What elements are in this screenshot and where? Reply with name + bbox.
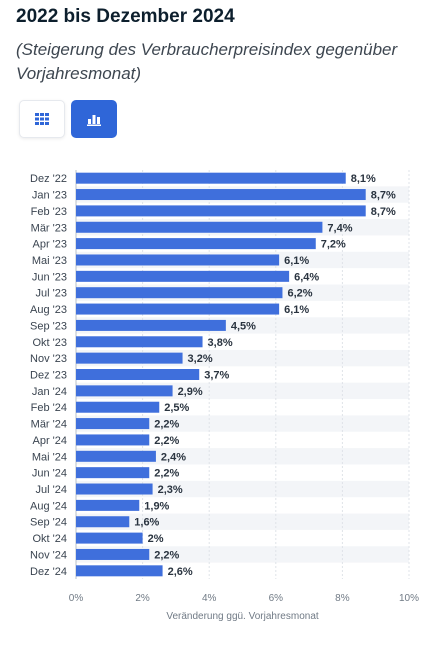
data-label: 6,1% [284,255,309,267]
category-label: Dez '22 [30,173,67,185]
data-label: 8,7% [371,190,396,202]
category-label: Feb '23 [31,206,67,218]
data-label: 1,9% [144,500,169,512]
bar [76,418,150,430]
data-label: 7,2% [321,239,346,251]
bar [76,254,280,266]
row-stripe [76,546,409,563]
data-label: 4,5% [231,320,256,332]
category-label: Sep '23 [30,320,67,332]
bar [76,565,163,577]
data-label: 6,4% [294,271,319,283]
bar-chart: Dez '22 8,1% Jan '23 8,7% Feb '23 8,7% Mär '23… [30,170,419,622]
bar [76,516,130,528]
data-label: 8,7% [371,206,396,218]
grid-icon [35,113,49,125]
category-label: Jul '23 [36,288,67,300]
bar [76,548,150,560]
bar [76,352,183,364]
data-label: 1,6% [134,517,159,529]
chart-title: 2022 bis Dezember 2024 [16,6,235,27]
x-axis-title: Veränderung ggü. Vorjahresmonat [166,611,319,622]
bar [76,221,323,233]
category-label: Jan '23 [32,190,67,202]
category-label: Mai '24 [32,451,67,463]
category-label: Okt '24 [32,533,67,545]
data-label: 6,2% [287,288,312,300]
row-stripe [76,480,409,498]
row-stripe [76,513,409,530]
category-label: Mär '24 [31,419,67,431]
category-label: Apr '24 [32,435,67,447]
category-label: Dez '24 [30,566,67,578]
data-label: 7,4% [327,222,352,234]
category-label: Apr '23 [32,239,67,251]
data-label: 6,1% [284,304,309,316]
data-label: 2,2% [154,468,179,480]
row-stripe [76,448,409,465]
data-label: 2,6% [168,566,193,578]
data-label: 2,4% [161,451,186,463]
table-view-button[interactable] [19,100,65,138]
chart-view-button[interactable] [71,100,117,138]
x-tick-label: 8% [335,593,350,604]
bar-chart-icon [87,114,101,126]
category-label: Nov '23 [30,353,67,365]
bar [76,270,290,282]
x-tick-label: 6% [269,593,284,604]
category-label: Aug '23 [30,304,67,316]
data-label: 3,2% [188,353,213,365]
bar [76,303,280,315]
bar [76,532,143,544]
bar [76,319,226,331]
bar [76,450,156,462]
data-label: 2,2% [154,549,179,561]
category-label: Sep '24 [30,517,67,529]
data-label: 8,1% [351,173,376,185]
bar [76,499,140,511]
category-label: Aug '24 [30,500,67,512]
x-tick-label: 2% [135,593,150,604]
category-label: Okt '23 [32,337,67,349]
category-label: Jul '24 [36,484,67,496]
bar [76,205,366,217]
bar [76,336,203,348]
x-tick-label: 10% [399,593,419,604]
category-label: Mär '23 [31,222,67,234]
category-label: Jun '24 [32,468,67,480]
category-label: Feb '24 [31,402,67,414]
bar [76,172,346,184]
data-label: 2,9% [178,386,203,398]
bar [76,434,150,446]
bar [76,483,153,495]
data-label: 3,7% [204,370,229,382]
category-label: Mai '23 [32,255,67,267]
category-label: Nov '24 [30,549,67,561]
data-label: 2,3% [158,484,183,496]
data-label: 2,5% [164,402,189,414]
data-label: 3,8% [208,337,233,349]
chart-subtitle: (Steigerung des Verbraucherpreisindex ge… [16,40,398,83]
category-label: Jan '24 [32,386,67,398]
bar [76,401,160,413]
category-label: Jun '23 [32,271,67,283]
category-label: Dez '23 [30,370,67,382]
data-label: 2,2% [154,419,179,431]
x-tick-label: 0% [69,593,84,604]
bar [76,287,283,299]
row-stripe [76,415,409,432]
bar [76,369,200,380]
bar [76,385,173,397]
bar [76,238,316,250]
bar [76,467,150,479]
data-label: 2,2% [154,435,179,447]
x-tick-label: 4% [202,593,217,604]
data-label: 2% [148,533,164,545]
bar [76,189,366,201]
